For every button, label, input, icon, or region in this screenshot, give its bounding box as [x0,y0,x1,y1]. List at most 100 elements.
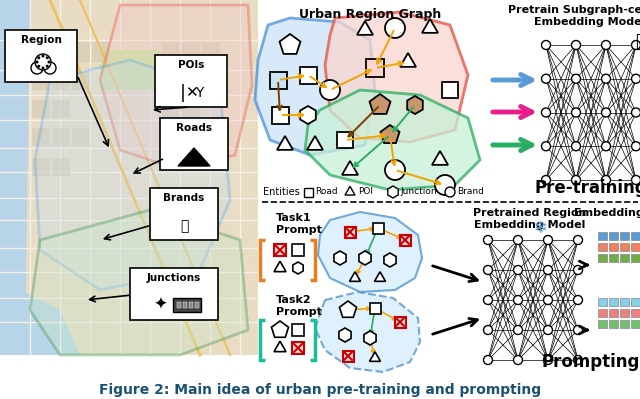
Polygon shape [0,280,80,355]
Text: Brand: Brand [457,188,484,196]
Bar [620,298,629,306]
Circle shape [541,74,550,83]
Text: POI: POI [358,188,373,196]
Circle shape [572,74,580,83]
Circle shape [572,108,580,117]
Bar [162,128,180,146]
Bar [189,302,193,308]
Bar [598,309,607,317]
Bar [182,72,200,90]
Circle shape [483,326,493,334]
Bar [162,72,180,90]
Polygon shape [274,261,286,272]
Bar [32,42,50,62]
Polygon shape [277,136,293,150]
Circle shape [44,62,56,74]
Text: Pre-training: Pre-training [534,179,640,197]
Circle shape [541,176,550,184]
Polygon shape [339,301,356,317]
Circle shape [435,175,455,195]
Polygon shape [388,186,398,198]
Circle shape [602,74,611,83]
Text: Urban Region Graph: Urban Region Graph [299,8,441,21]
Circle shape [632,41,640,49]
Bar [620,320,629,328]
Bar [162,42,180,60]
Bar [92,42,110,62]
Circle shape [573,326,582,334]
Circle shape [602,142,611,151]
Polygon shape [422,19,438,33]
Text: POIs: POIs [178,60,204,70]
Polygon shape [274,341,286,352]
Polygon shape [178,148,210,166]
Polygon shape [357,21,373,35]
Polygon shape [339,328,351,342]
Polygon shape [369,352,381,361]
Polygon shape [315,292,420,372]
Bar [32,158,50,176]
Circle shape [632,176,640,184]
Bar [609,232,618,240]
Text: |: | [180,84,186,102]
Text: Brands: Brands [163,193,205,203]
Bar [609,254,618,262]
Bar [292,324,304,336]
Circle shape [513,265,522,275]
Text: Road: Road [315,188,338,196]
Circle shape [385,18,405,38]
Circle shape [632,142,640,151]
Circle shape [543,235,552,245]
Circle shape [35,61,38,63]
Bar [631,243,640,251]
Bar [182,128,200,146]
Circle shape [483,265,493,275]
Bar [631,254,640,262]
Circle shape [543,326,552,334]
Text: Region: Region [20,35,61,45]
Bar [598,232,607,240]
Polygon shape [325,12,468,142]
Bar [303,188,312,196]
Circle shape [42,55,45,57]
Bar [32,100,50,118]
Bar [274,244,286,256]
Bar [620,232,629,240]
Bar [337,132,353,148]
Circle shape [541,108,550,117]
Circle shape [513,296,522,304]
Circle shape [573,235,582,245]
Text: Entities :: Entities : [263,187,306,197]
Circle shape [573,265,582,275]
Bar [202,42,220,60]
Polygon shape [100,5,252,170]
Bar [292,342,304,354]
Bar [173,298,201,312]
Bar [72,128,90,146]
Bar [202,72,220,90]
Polygon shape [305,90,480,190]
Polygon shape [345,186,355,195]
Circle shape [483,296,493,304]
Bar [177,302,181,308]
Text: Prompt: Prompt [276,307,322,317]
Bar [609,298,618,306]
Text: Pretrained Region
Embedding Model: Pretrained Region Embedding Model [474,208,587,229]
Polygon shape [271,321,289,337]
Bar [182,42,200,60]
Circle shape [543,265,552,275]
Bar [162,100,180,118]
Polygon shape [349,272,360,281]
Polygon shape [280,34,300,54]
Circle shape [543,356,552,365]
Bar [195,302,199,308]
Polygon shape [35,60,230,290]
Circle shape [602,108,611,117]
Bar [344,227,355,237]
Text: Junction: Junction [400,188,436,196]
Polygon shape [342,161,358,175]
Polygon shape [300,106,316,124]
Bar [394,316,406,328]
Bar [155,55,227,107]
Bar [631,298,640,306]
